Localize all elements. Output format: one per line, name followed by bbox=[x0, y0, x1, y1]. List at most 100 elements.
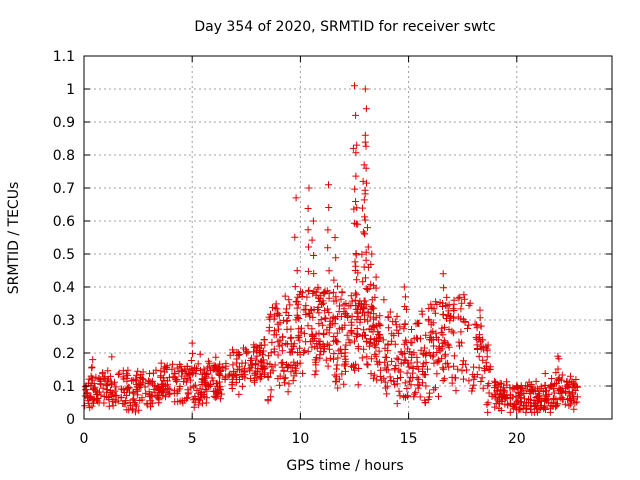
data-point bbox=[90, 399, 97, 407]
data-point bbox=[124, 385, 131, 392]
data-point bbox=[397, 374, 404, 381]
data-point bbox=[342, 341, 350, 349]
data-point bbox=[171, 374, 179, 382]
data-point bbox=[285, 312, 293, 319]
data-point bbox=[278, 347, 286, 355]
x-tick-label: 15 bbox=[400, 431, 418, 447]
data-point bbox=[481, 367, 489, 375]
data-point bbox=[425, 393, 433, 401]
data-point bbox=[461, 318, 469, 326]
data-point bbox=[354, 331, 362, 339]
data-point bbox=[190, 383, 198, 391]
data-point bbox=[547, 402, 555, 410]
data-point bbox=[438, 343, 446, 351]
data-point bbox=[325, 329, 333, 337]
data-point bbox=[458, 367, 466, 375]
data-point bbox=[112, 383, 120, 391]
data-point bbox=[184, 390, 192, 398]
data-point bbox=[392, 321, 400, 329]
x-tick-labels: 0 5 10 15 20 bbox=[80, 431, 526, 447]
data-point bbox=[532, 394, 540, 401]
data-point bbox=[529, 388, 537, 396]
data-point bbox=[96, 377, 104, 385]
data-point bbox=[161, 363, 169, 371]
data-point bbox=[471, 320, 479, 328]
data-point bbox=[352, 289, 360, 297]
data-point bbox=[88, 363, 96, 371]
data-point bbox=[415, 381, 423, 389]
data-point bbox=[345, 336, 353, 344]
data-point bbox=[326, 354, 334, 362]
data-point bbox=[401, 293, 409, 301]
data-point bbox=[367, 370, 375, 378]
data-point bbox=[440, 365, 448, 373]
data-point bbox=[230, 367, 238, 375]
data-point bbox=[270, 345, 278, 353]
data-point bbox=[365, 342, 373, 350]
data-point bbox=[352, 305, 360, 313]
data-point bbox=[243, 348, 251, 356]
data-point bbox=[195, 389, 203, 397]
data-point bbox=[106, 387, 114, 394]
data-point bbox=[388, 337, 396, 345]
data-point bbox=[325, 267, 333, 275]
data-point bbox=[147, 391, 155, 399]
data-point bbox=[234, 365, 242, 373]
data-point bbox=[475, 364, 483, 372]
data-point bbox=[323, 287, 331, 295]
data-point bbox=[108, 380, 116, 388]
data-point bbox=[354, 269, 362, 277]
data-point bbox=[219, 364, 227, 371]
data-point bbox=[281, 374, 289, 382]
data-point bbox=[216, 360, 224, 368]
data-point bbox=[410, 393, 418, 401]
data-point bbox=[351, 185, 359, 193]
data-point bbox=[264, 396, 272, 404]
data-point bbox=[454, 365, 462, 373]
data-point bbox=[401, 303, 409, 310]
data-point bbox=[146, 370, 153, 378]
data-point bbox=[202, 371, 210, 379]
data-point bbox=[258, 359, 266, 367]
data-point bbox=[202, 378, 209, 386]
data-point bbox=[294, 360, 301, 368]
data-point bbox=[352, 198, 360, 205]
data-point bbox=[493, 388, 501, 396]
data-point bbox=[379, 336, 387, 344]
data-point bbox=[310, 252, 318, 259]
data-point bbox=[280, 367, 288, 375]
data-point bbox=[542, 391, 550, 399]
data-point bbox=[359, 278, 367, 286]
data-point bbox=[432, 384, 439, 392]
data-point bbox=[520, 401, 528, 409]
data-point bbox=[367, 355, 375, 363]
data-point bbox=[353, 141, 361, 149]
data-point bbox=[397, 360, 405, 368]
data-point bbox=[570, 405, 578, 413]
data-point bbox=[434, 336, 442, 344]
data-point bbox=[371, 293, 379, 301]
data-point bbox=[391, 340, 399, 348]
data-point bbox=[104, 367, 112, 375]
data-point bbox=[297, 288, 305, 296]
data-point bbox=[132, 408, 139, 416]
data-point bbox=[476, 331, 483, 339]
data-point bbox=[131, 400, 139, 408]
data-point bbox=[401, 356, 409, 364]
data-point bbox=[427, 321, 435, 329]
data-point bbox=[383, 390, 391, 398]
data-point bbox=[527, 396, 534, 404]
data-point bbox=[454, 294, 462, 302]
data-point bbox=[355, 301, 362, 309]
data-point bbox=[315, 341, 323, 349]
data-point bbox=[571, 399, 579, 407]
data-point bbox=[359, 228, 367, 236]
data-point bbox=[250, 348, 257, 356]
data-point bbox=[307, 338, 315, 346]
data-point bbox=[256, 375, 264, 383]
data-point bbox=[291, 367, 299, 375]
data-point bbox=[311, 356, 319, 364]
data-point bbox=[401, 321, 409, 328]
data-point bbox=[513, 398, 521, 406]
data-point bbox=[114, 371, 122, 378]
